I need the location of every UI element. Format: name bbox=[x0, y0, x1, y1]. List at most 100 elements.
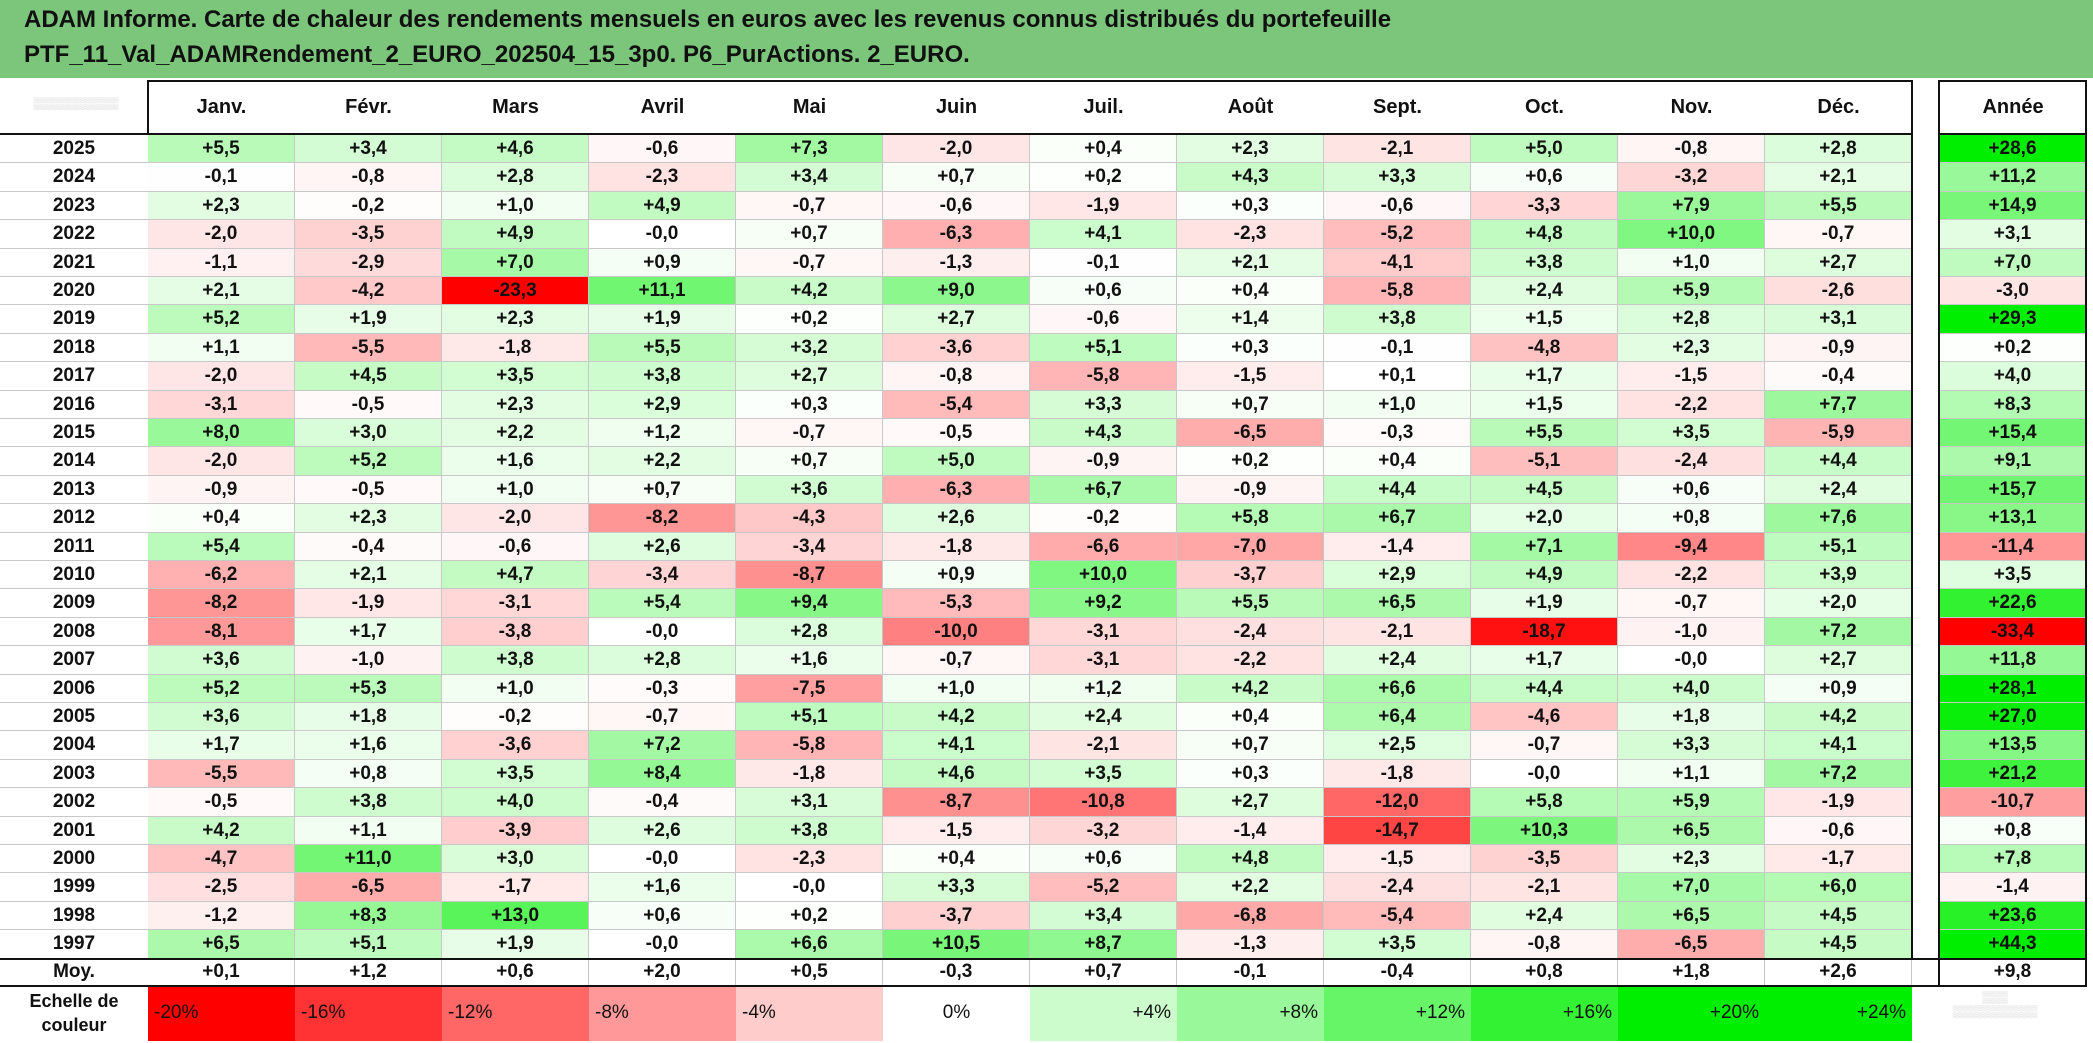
heat-cell: -12,0 bbox=[1324, 788, 1471, 817]
heat-cell: +13,0 bbox=[442, 902, 589, 930]
year-total-cell: +3,5 bbox=[1939, 561, 2087, 589]
heat-cell: -1,4 bbox=[1177, 817, 1324, 845]
heat-cell: +4,5 bbox=[1471, 476, 1618, 504]
heat-cell: +3,1 bbox=[736, 788, 883, 817]
heat-cell: +2,1 bbox=[148, 277, 295, 305]
heat-cell: +1,7 bbox=[295, 618, 442, 646]
color-scale-label-line-2: couleur bbox=[41, 1015, 107, 1036]
heat-cell: -2,0 bbox=[442, 504, 589, 533]
heat-cell: +0,9 bbox=[1765, 675, 1912, 703]
heat-cell: -0,0 bbox=[1471, 760, 1618, 788]
heat-cell: -2,0 bbox=[148, 362, 295, 391]
heat-cell: +0,1 bbox=[1324, 362, 1471, 391]
heat-cell: +2,2 bbox=[442, 419, 589, 447]
heat-cell: +3,5 bbox=[442, 760, 589, 788]
heat-cell: -0,5 bbox=[883, 419, 1030, 447]
heat-cell: -0,7 bbox=[736, 192, 883, 220]
title-bar: ADAM Informe. Carte de chaleur des rende… bbox=[0, 0, 2093, 78]
heat-cell: +0,2 bbox=[736, 902, 883, 930]
heat-cell: +0,7 bbox=[736, 447, 883, 476]
heat-cell: -3,6 bbox=[883, 334, 1030, 362]
heat-cell: +0,4 bbox=[148, 504, 295, 533]
heat-cell: +2,3 bbox=[148, 192, 295, 220]
year-total-header: Année bbox=[1939, 80, 2087, 135]
average-cell: +0,8 bbox=[1471, 958, 1618, 986]
color-scale-step: 0% bbox=[883, 985, 1030, 1041]
heat-cell: +4,3 bbox=[1177, 163, 1324, 192]
year-label: 2022 bbox=[0, 220, 148, 249]
heat-cell: -23,3 bbox=[442, 277, 589, 305]
heat-cell: -0,0 bbox=[736, 873, 883, 902]
heat-cell: +8,4 bbox=[589, 760, 736, 788]
heat-cell: +3,3 bbox=[1030, 391, 1177, 419]
heat-cell: -8,2 bbox=[589, 504, 736, 533]
heat-cell: -3,1 bbox=[1030, 646, 1177, 675]
heat-cell: +0,4 bbox=[1324, 447, 1471, 476]
heat-cell: -10,0 bbox=[883, 618, 1030, 646]
average-total-cell: +9,8 bbox=[1939, 958, 2087, 986]
heat-cell: +10,0 bbox=[1618, 220, 1765, 249]
heat-cell: +5,1 bbox=[1030, 334, 1177, 362]
heat-cell: +2,9 bbox=[589, 391, 736, 419]
heat-cell: -1,3 bbox=[1177, 930, 1324, 959]
color-scale-step: -4% bbox=[736, 985, 883, 1041]
heat-cell: +0,3 bbox=[736, 391, 883, 419]
color-scale-step: +24% bbox=[1765, 985, 1912, 1041]
heat-cell: -1,3 bbox=[883, 249, 1030, 277]
heat-cell: +4,7 bbox=[442, 561, 589, 589]
heat-cell: -2,1 bbox=[1471, 873, 1618, 902]
heat-cell: +7,2 bbox=[589, 731, 736, 760]
heat-cell: -2,2 bbox=[1177, 646, 1324, 675]
heat-cell: +7,0 bbox=[442, 249, 589, 277]
color-scale-step: -16% bbox=[295, 985, 442, 1041]
heat-cell: -6,2 bbox=[148, 561, 295, 589]
year-total-cell: +28,1 bbox=[1939, 675, 2087, 703]
year-total-cell: -10,7 bbox=[1939, 788, 2087, 817]
heat-cell: +0,2 bbox=[1177, 447, 1324, 476]
heat-cell: +5,4 bbox=[148, 533, 295, 561]
heat-cell: +3,6 bbox=[148, 646, 295, 675]
heat-cell: +1,9 bbox=[1471, 589, 1618, 618]
heat-cell: +10,0 bbox=[1030, 561, 1177, 589]
heat-cell: +2,8 bbox=[1765, 135, 1912, 163]
year-label: 2024 bbox=[0, 163, 148, 192]
heat-cell: +2,7 bbox=[1765, 646, 1912, 675]
heat-cell: -0,7 bbox=[589, 703, 736, 731]
heat-cell: -1,8 bbox=[736, 760, 883, 788]
heat-cell: +3,8 bbox=[1324, 305, 1471, 334]
heat-cell: -1,5 bbox=[1324, 845, 1471, 873]
heat-cell: +5,2 bbox=[295, 447, 442, 476]
heat-cell: +1,0 bbox=[883, 675, 1030, 703]
heat-cell: +4,5 bbox=[1765, 902, 1912, 930]
heat-cell: -4,8 bbox=[1471, 334, 1618, 362]
heat-cell: +3,5 bbox=[442, 362, 589, 391]
year-label: 2016 bbox=[0, 391, 148, 419]
month-header: Avril bbox=[589, 80, 736, 135]
heat-cell: +1,8 bbox=[295, 703, 442, 731]
heat-cell: -0,4 bbox=[295, 533, 442, 561]
year-label: 1997 bbox=[0, 930, 148, 959]
heat-cell: +5,0 bbox=[883, 447, 1030, 476]
heat-cell: +0,2 bbox=[736, 305, 883, 334]
heat-cell: +5,1 bbox=[1765, 533, 1912, 561]
heat-cell: +3,8 bbox=[589, 362, 736, 391]
heat-cell: +3,8 bbox=[442, 646, 589, 675]
heat-cell: -2,3 bbox=[736, 845, 883, 873]
heat-cell: +7,2 bbox=[1765, 760, 1912, 788]
year-total-cell: +13,5 bbox=[1939, 731, 2087, 760]
heat-cell: +3,5 bbox=[1324, 930, 1471, 959]
heat-cell: +0,7 bbox=[589, 476, 736, 504]
heat-cell: -0,9 bbox=[1765, 334, 1912, 362]
average-label: Moy. bbox=[0, 958, 148, 986]
heat-cell: -5,1 bbox=[1471, 447, 1618, 476]
heat-cell: +2,4 bbox=[1765, 476, 1912, 504]
heat-cell: -3,7 bbox=[883, 902, 1030, 930]
heat-cell: +4,1 bbox=[883, 731, 1030, 760]
average-cell: +0,1 bbox=[148, 958, 295, 986]
heat-cell: -3,2 bbox=[1618, 163, 1765, 192]
heat-cell: -0,6 bbox=[1030, 305, 1177, 334]
heat-cell: -3,4 bbox=[589, 561, 736, 589]
heat-cell: +2,8 bbox=[1618, 305, 1765, 334]
heat-cell: +0,8 bbox=[295, 760, 442, 788]
year-label: 2014 bbox=[0, 447, 148, 476]
